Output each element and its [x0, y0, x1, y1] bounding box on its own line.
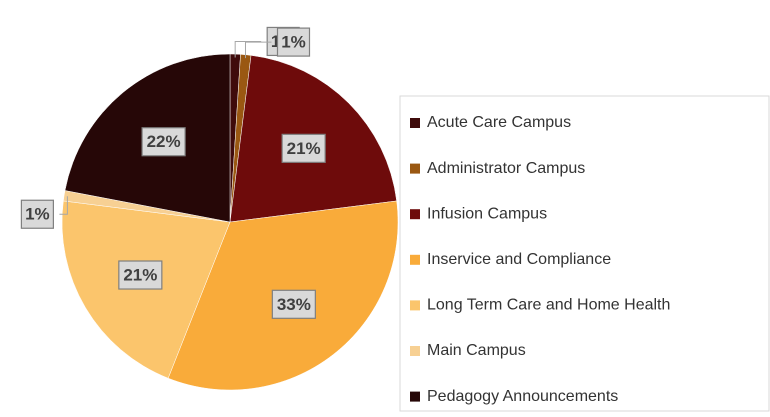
- legend-swatch: [410, 300, 420, 311]
- data-label-box: [276, 27, 311, 57]
- legend-label: Acute Care Campus: [427, 114, 571, 131]
- data-label-box: [141, 127, 186, 157]
- data-label: 22%: [147, 132, 181, 151]
- legend-label: Main Campus: [427, 342, 526, 359]
- data-label-box: [20, 199, 54, 229]
- legend-label: Administrator Campus: [427, 160, 585, 177]
- data-label: 1%: [281, 33, 306, 52]
- legend-swatch: [410, 163, 420, 174]
- data-label-box: [118, 260, 163, 290]
- data-label: 21%: [123, 266, 157, 285]
- legend-swatch: [410, 391, 420, 402]
- data-label: 33%: [277, 295, 311, 314]
- legend-label: Pedagogy Announcements: [427, 388, 618, 405]
- legend-swatch: [410, 346, 420, 356]
- legend-swatch: [410, 254, 420, 265]
- leader-line: [234, 40, 262, 58]
- legend-label: Long Term Care and Home Health: [427, 297, 670, 314]
- leader-line: [59, 196, 68, 215]
- legend-box: [399, 95, 770, 412]
- data-label-box: [271, 289, 316, 319]
- legend-label: Infusion Campus: [427, 205, 547, 222]
- data-label: 1%: [25, 205, 50, 224]
- data-label: 21%: [287, 139, 321, 158]
- leader-line: [244, 41, 272, 59]
- data-label-box: [281, 133, 326, 163]
- legend-swatch: [410, 118, 420, 128]
- legend-label: Inservice and Compliance: [427, 251, 611, 268]
- legend-swatch: [410, 209, 420, 220]
